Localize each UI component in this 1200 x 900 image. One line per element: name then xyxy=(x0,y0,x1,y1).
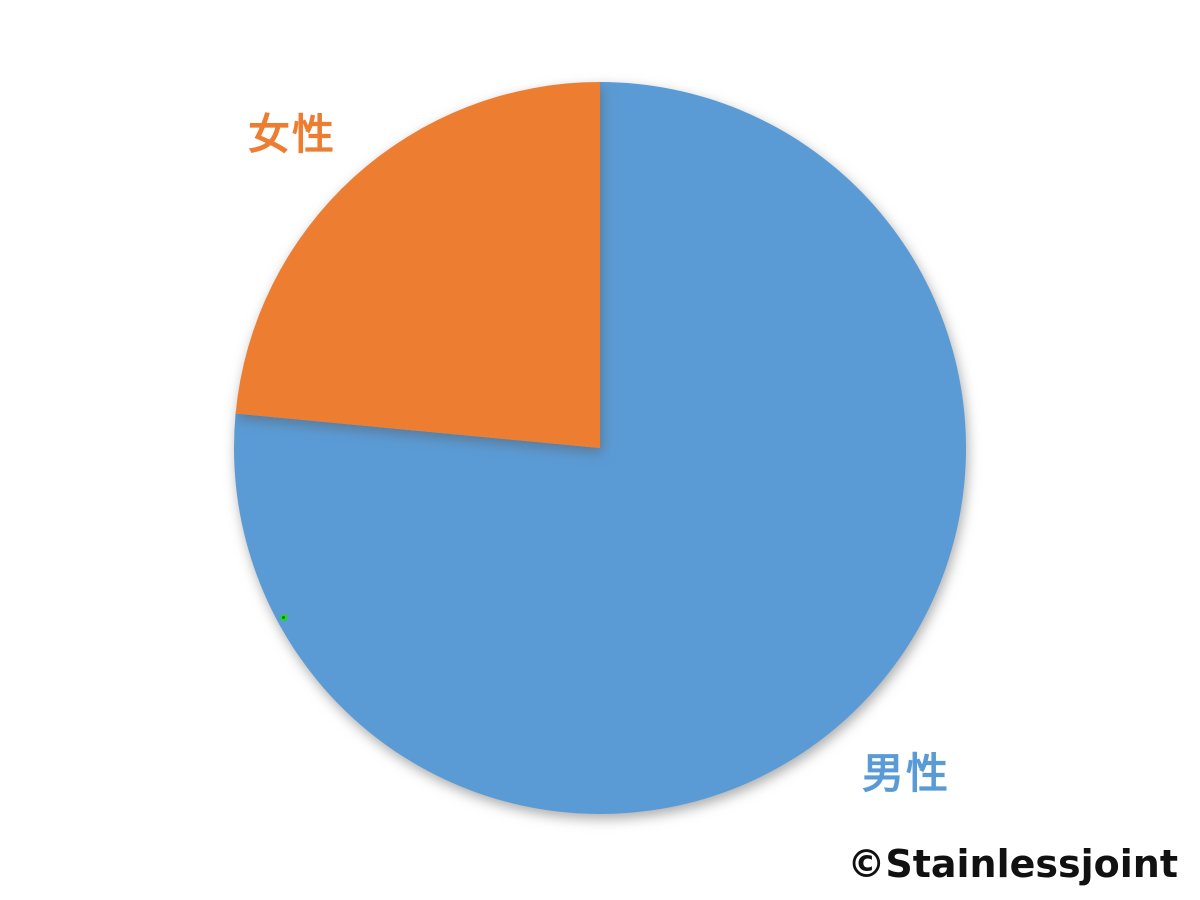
slice-label-female: 女性 xyxy=(248,110,337,159)
watermark-credit: ©Stainlessjoint xyxy=(847,842,1178,886)
green-artifact-dot-core xyxy=(282,616,285,619)
slice-label-male: 男性 xyxy=(862,749,951,798)
green-artifact-dot xyxy=(280,614,288,621)
pie-slice-0 xyxy=(233,82,966,814)
pie-slice-1 xyxy=(235,82,600,448)
